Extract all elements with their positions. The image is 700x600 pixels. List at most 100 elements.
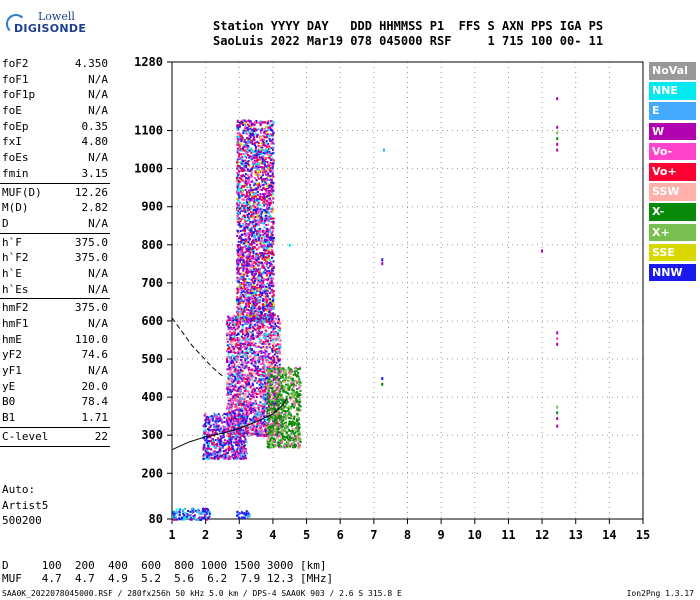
echo-point: [264, 188, 266, 191]
echo-point: [249, 431, 252, 434]
echo-point: [248, 227, 251, 230]
echo-point: [246, 214, 249, 216]
echo-point: [244, 241, 246, 244]
echo-point: [234, 406, 237, 409]
echo-point: [244, 127, 247, 129]
echo-point: [236, 190, 238, 193]
echo-point: [268, 361, 271, 364]
echo-point: [212, 423, 215, 426]
echo-point: [267, 201, 270, 204]
echo-point: [252, 132, 254, 135]
echo-point: [264, 377, 267, 380]
echo-point: [243, 400, 246, 403]
echo-point: [237, 403, 240, 406]
echo-point: [204, 432, 207, 435]
echo-point: [268, 292, 271, 295]
echo-point: [253, 204, 256, 207]
echo-point: [238, 205, 240, 208]
echo-point: [244, 218, 247, 221]
echo-point: [263, 149, 266, 152]
echo-point: [244, 215, 246, 218]
echo-point: [239, 457, 242, 460]
echo-point: [272, 325, 275, 328]
echo-point: [227, 415, 230, 418]
echo-point: [261, 435, 264, 438]
echo-point: [245, 132, 248, 135]
echo-point: [273, 358, 276, 361]
echo-point: [265, 224, 268, 226]
echo-point: [264, 430, 267, 433]
param-row: foF2 4.350: [0, 56, 112, 72]
echo-point: [217, 420, 220, 423]
echo-point: [263, 168, 266, 171]
echo-point: [238, 440, 241, 443]
echo-point: [251, 308, 254, 311]
echo-point: [256, 315, 259, 318]
echo-point: [243, 307, 246, 310]
echo-point: [250, 412, 252, 415]
echo-point: [248, 408, 251, 410]
echo-point: [238, 452, 241, 455]
echo-point: [203, 430, 206, 433]
echo-point: [265, 278, 268, 281]
echo-point: [260, 377, 263, 380]
echo-point: [251, 342, 254, 345]
echo-point: [241, 250, 244, 253]
echo-point: [245, 273, 248, 276]
echo-point: [238, 133, 241, 136]
echo-point: [272, 221, 275, 224]
echo-point: [264, 419, 267, 422]
echo-point: [244, 427, 247, 430]
echo-point: [258, 383, 261, 386]
echo-point: [264, 232, 266, 235]
echo-point: [236, 327, 239, 330]
echo-point: [259, 171, 262, 174]
echo-point: [225, 420, 228, 422]
echo-point: [257, 310, 260, 313]
echo-point: [237, 396, 240, 398]
echo-point: [211, 442, 214, 445]
echo-point: [207, 421, 210, 424]
echo-point: [234, 389, 237, 392]
echo-point: [226, 406, 229, 409]
echo-point: [237, 354, 240, 357]
echo-point: [267, 326, 270, 329]
echo-point: [259, 388, 262, 391]
echo-point: [262, 367, 265, 370]
echo-point: [263, 420, 266, 423]
echo-point: [259, 217, 262, 220]
echo-point: [246, 262, 249, 265]
echo-point: [236, 448, 239, 451]
echo-point: [249, 194, 251, 196]
echo-point: [233, 432, 236, 435]
echo-point: [277, 329, 280, 332]
echo-point: [271, 362, 274, 365]
echo-point: [242, 430, 245, 433]
echo-point: [266, 286, 269, 288]
echo-point: [236, 192, 239, 195]
echo-point: [239, 409, 242, 412]
echo-point: [227, 419, 230, 422]
echo-point: [239, 323, 242, 326]
echo-point: [266, 126, 269, 129]
echo-point: [263, 397, 266, 400]
echo-point: [230, 431, 233, 434]
echo-point: [203, 414, 206, 417]
param-value: 4.350: [74, 57, 108, 70]
echo-point: [252, 419, 255, 422]
echo-point: [227, 386, 230, 388]
echo-point: [206, 447, 209, 450]
echo-point: [273, 342, 275, 345]
echo-point: [251, 213, 253, 216]
echo-point: [228, 447, 231, 450]
echo-point: [222, 436, 225, 439]
param-separator: [0, 232, 110, 234]
echo-point: [236, 197, 238, 200]
echo-point: [216, 454, 219, 457]
echo-point: [254, 378, 257, 381]
echo-point: [229, 336, 232, 339]
echo-point: [236, 434, 239, 437]
echo-point: [246, 256, 249, 259]
echo-point: [209, 436, 212, 439]
echo-point: [271, 234, 274, 237]
